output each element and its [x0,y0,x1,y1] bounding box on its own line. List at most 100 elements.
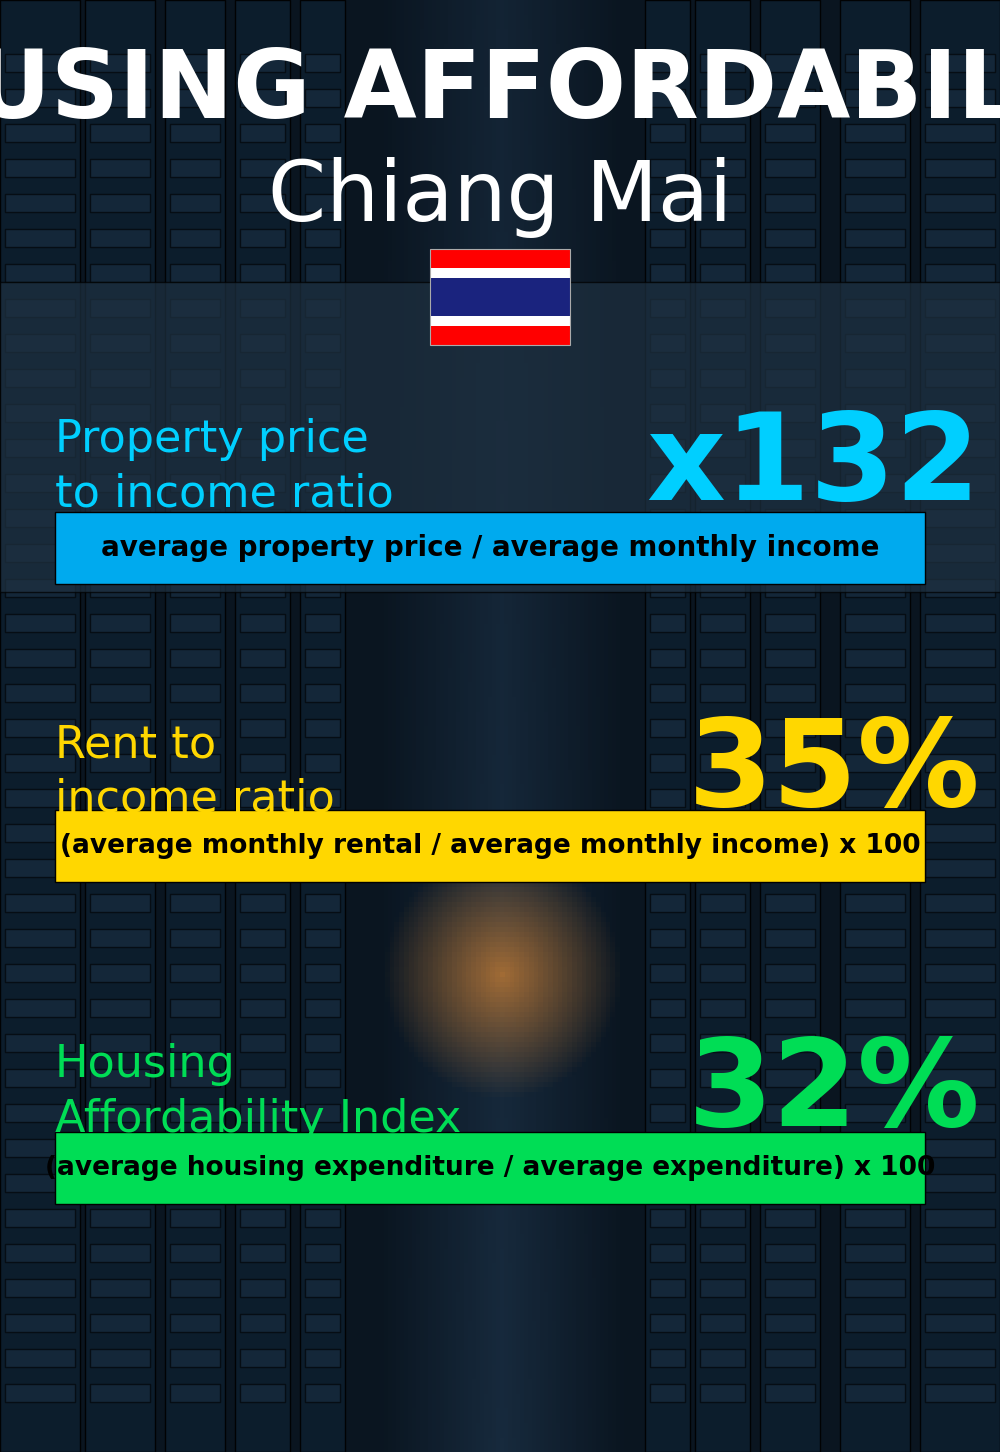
FancyBboxPatch shape [700,1279,745,1297]
FancyBboxPatch shape [90,1069,150,1088]
FancyBboxPatch shape [765,999,815,1016]
FancyBboxPatch shape [700,123,745,142]
FancyBboxPatch shape [240,473,285,492]
FancyBboxPatch shape [5,510,75,527]
FancyBboxPatch shape [845,299,905,317]
FancyBboxPatch shape [5,160,75,177]
FancyBboxPatch shape [765,1138,815,1157]
FancyBboxPatch shape [650,823,685,842]
FancyBboxPatch shape [700,823,745,842]
FancyBboxPatch shape [645,0,690,1452]
FancyBboxPatch shape [925,473,995,492]
FancyBboxPatch shape [925,1175,995,1192]
FancyBboxPatch shape [170,823,220,842]
FancyBboxPatch shape [55,1133,925,1204]
FancyBboxPatch shape [5,684,75,701]
FancyBboxPatch shape [765,54,815,73]
FancyBboxPatch shape [5,614,75,632]
FancyBboxPatch shape [925,614,995,632]
FancyBboxPatch shape [925,160,995,177]
FancyBboxPatch shape [305,1384,340,1403]
FancyBboxPatch shape [5,1210,75,1227]
FancyBboxPatch shape [650,1349,685,1366]
FancyBboxPatch shape [925,788,995,807]
FancyBboxPatch shape [765,89,815,107]
FancyBboxPatch shape [240,404,285,423]
FancyBboxPatch shape [925,1279,995,1297]
Text: x132: x132 [646,408,980,526]
FancyBboxPatch shape [650,964,685,982]
FancyBboxPatch shape [90,894,150,912]
FancyBboxPatch shape [5,788,75,807]
FancyBboxPatch shape [765,510,815,527]
FancyBboxPatch shape [845,369,905,388]
FancyBboxPatch shape [5,894,75,912]
FancyBboxPatch shape [90,510,150,527]
FancyBboxPatch shape [765,369,815,388]
FancyBboxPatch shape [925,684,995,701]
FancyBboxPatch shape [845,1069,905,1088]
FancyBboxPatch shape [925,89,995,107]
FancyBboxPatch shape [170,754,220,772]
FancyBboxPatch shape [5,1034,75,1053]
FancyBboxPatch shape [240,299,285,317]
FancyBboxPatch shape [5,404,75,423]
Text: HOUSING AFFORDABILITY: HOUSING AFFORDABILITY [0,46,1000,138]
FancyBboxPatch shape [55,810,925,881]
FancyBboxPatch shape [90,439,150,457]
FancyBboxPatch shape [170,123,220,142]
FancyBboxPatch shape [170,788,220,807]
FancyBboxPatch shape [650,614,685,632]
FancyBboxPatch shape [240,579,285,597]
FancyBboxPatch shape [305,369,340,388]
FancyBboxPatch shape [90,473,150,492]
FancyBboxPatch shape [240,1069,285,1088]
FancyBboxPatch shape [240,89,285,107]
FancyBboxPatch shape [925,649,995,666]
FancyBboxPatch shape [305,510,340,527]
FancyBboxPatch shape [170,89,220,107]
FancyBboxPatch shape [700,1138,745,1157]
FancyBboxPatch shape [170,964,220,982]
FancyBboxPatch shape [700,1210,745,1227]
FancyBboxPatch shape [90,195,150,212]
FancyBboxPatch shape [5,264,75,282]
FancyBboxPatch shape [765,299,815,317]
FancyBboxPatch shape [170,1384,220,1403]
FancyBboxPatch shape [5,54,75,73]
FancyBboxPatch shape [650,299,685,317]
FancyBboxPatch shape [700,544,745,562]
FancyBboxPatch shape [5,1104,75,1122]
FancyBboxPatch shape [170,929,220,947]
FancyBboxPatch shape [845,264,905,282]
FancyBboxPatch shape [845,719,905,738]
FancyBboxPatch shape [765,1034,815,1053]
FancyBboxPatch shape [845,823,905,842]
FancyBboxPatch shape [170,1138,220,1157]
FancyBboxPatch shape [765,1314,815,1331]
FancyBboxPatch shape [650,1034,685,1053]
FancyBboxPatch shape [240,1104,285,1122]
FancyBboxPatch shape [845,439,905,457]
FancyBboxPatch shape [700,684,745,701]
FancyBboxPatch shape [925,369,995,388]
FancyBboxPatch shape [765,823,815,842]
FancyBboxPatch shape [165,0,225,1452]
FancyBboxPatch shape [925,999,995,1016]
FancyBboxPatch shape [170,54,220,73]
FancyBboxPatch shape [5,929,75,947]
FancyBboxPatch shape [925,719,995,738]
FancyBboxPatch shape [240,1210,285,1227]
FancyBboxPatch shape [700,473,745,492]
FancyBboxPatch shape [765,614,815,632]
FancyBboxPatch shape [650,1279,685,1297]
FancyBboxPatch shape [650,160,685,177]
FancyBboxPatch shape [650,999,685,1016]
FancyBboxPatch shape [90,264,150,282]
FancyBboxPatch shape [700,160,745,177]
FancyBboxPatch shape [845,229,905,247]
FancyBboxPatch shape [430,325,570,346]
FancyBboxPatch shape [650,1069,685,1088]
FancyBboxPatch shape [925,334,995,351]
FancyBboxPatch shape [765,160,815,177]
